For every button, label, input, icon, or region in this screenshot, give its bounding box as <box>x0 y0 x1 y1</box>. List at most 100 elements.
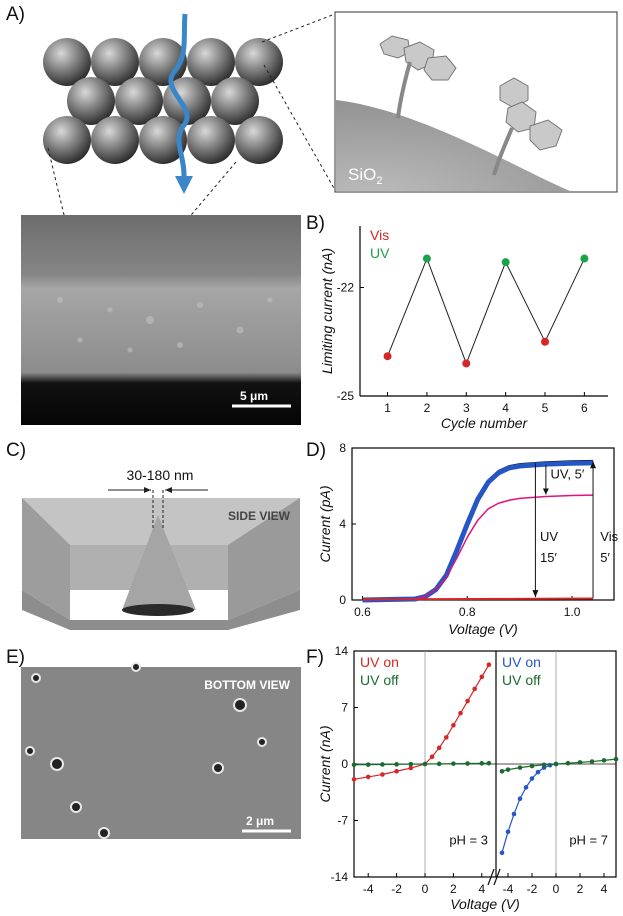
b-x-tick-label: 4 <box>502 401 509 415</box>
f-data-point <box>351 777 357 782</box>
b-series-line <box>387 257 585 365</box>
b-x-tick-label: 2 <box>424 401 431 415</box>
d-series-magenta <box>362 494 594 601</box>
f-ph-label: pH = 7 <box>569 833 608 848</box>
f-x-tick-label: 2 <box>577 882 584 896</box>
silica-label: SiO2 <box>348 165 382 187</box>
panel-b-chart: 1 2 3 4 5 6 -22 -25 Vis UV Cycle number Limiting cu… <box>319 226 608 431</box>
f-x-tick-label: -2 <box>391 882 402 896</box>
f-data-point <box>472 686 477 692</box>
f-data-point <box>499 850 505 856</box>
pore-openings <box>25 662 267 839</box>
d-arrowhead-vis5 <box>590 461 597 469</box>
d-y-tick-label: 8 <box>339 441 346 455</box>
d-y-tick-label: 4 <box>339 517 346 531</box>
b-data-point <box>541 337 550 346</box>
f-y-tick-label: 7 <box>341 701 348 715</box>
f-data-point <box>394 762 399 767</box>
b-data-point <box>383 352 392 361</box>
f-x-tick-label: -2 <box>527 882 538 896</box>
b-x-tick-label: 3 <box>463 401 470 415</box>
f-data-point <box>465 698 470 704</box>
sphere-array <box>43 38 283 164</box>
f-data-point <box>577 760 583 765</box>
side-view-label: SIDE VIEW <box>228 509 291 523</box>
pore-dimension-label: 30-180 nm <box>127 467 194 483</box>
panel-f-chart: -14 -7 0 7 14 -4 -2 0 2 4 UV on UV off pH = 3 -4 -2 0 2 4… <box>317 644 619 912</box>
d-annotation: UV <box>540 529 558 544</box>
sem-scalebar-label: 5 μm <box>240 389 268 403</box>
panel-letter-a: A) <box>6 4 25 25</box>
f-data-point <box>499 768 505 774</box>
b-legend-vis: Vis <box>370 227 389 243</box>
panel-c-side-view: 30-180 nm SIDE VIEW <box>22 467 300 630</box>
f-data-point <box>486 760 492 766</box>
photochrome-molecules <box>379 35 563 176</box>
f-data-point <box>422 761 428 767</box>
f-data-point <box>479 761 485 766</box>
f-data-point <box>365 774 371 780</box>
f-data-point <box>465 761 470 766</box>
f-data-point <box>365 762 371 767</box>
f-x-tick-label: -4 <box>503 882 514 896</box>
f-x-tick-label: 4 <box>478 882 485 896</box>
f-ph-label: pH = 3 <box>449 833 488 848</box>
f-x-tick-label: 0 <box>422 882 429 896</box>
f-x-tick-label: 4 <box>601 882 608 896</box>
f-data-point <box>547 762 553 768</box>
f-legend-uv-off: UV off <box>360 672 399 688</box>
d-x-axis-label: Voltage (V) <box>448 621 518 637</box>
f-data-point <box>523 785 529 790</box>
f-x-tick-label: -4 <box>363 882 374 896</box>
f-y-tick-label: 0 <box>341 757 348 771</box>
panel-letter-e: E) <box>6 647 25 668</box>
f-y-tick-label: -7 <box>337 814 348 828</box>
f-data-point <box>601 758 607 763</box>
d-series-red <box>362 597 594 601</box>
panel-a-illustration: SiO2 5 μm <box>21 11 618 425</box>
b-y-axis-label: Limiting current (nA) <box>319 248 335 374</box>
f-y-tick-label: -14 <box>331 870 349 884</box>
d-annotation: UV, 5′ <box>551 466 585 481</box>
f-data-point <box>541 762 547 768</box>
f-data-point <box>505 829 511 835</box>
b-y-tick-label: -25 <box>337 389 355 403</box>
f-y-tick-label: 14 <box>335 644 349 658</box>
panel-letter-d: D) <box>306 440 327 461</box>
f-x-tick-label: 2 <box>450 882 457 896</box>
f-data-point <box>589 759 595 764</box>
f-data-point <box>429 754 435 760</box>
d-annotation: 15′ <box>540 550 557 565</box>
f-x-axis-label: Voltage (V) <box>450 896 520 912</box>
f-legend-uv-on: UV on <box>502 654 541 670</box>
f-legend-uv-off: UV off <box>502 672 541 688</box>
panel-letter-b: B) <box>306 213 325 234</box>
panel-letter-f: F) <box>306 647 324 668</box>
d-annotation: Vis <box>600 529 618 544</box>
sem-cross-section <box>21 215 301 425</box>
f-data-point <box>529 776 535 781</box>
flow-arrow <box>168 13 190 179</box>
f-data-point <box>565 760 571 766</box>
f-data-point <box>408 765 414 771</box>
b-data-point <box>501 258 510 267</box>
bottom-scalebar-label: 2 μm <box>246 814 274 828</box>
f-data-point <box>380 772 385 777</box>
f-data-point <box>517 796 523 802</box>
f-data-point <box>458 710 463 716</box>
f-series-line <box>501 763 557 853</box>
d-arrowhead-uv15 <box>532 590 539 598</box>
b-data-point <box>580 254 589 263</box>
f-data-point <box>553 761 559 767</box>
f-data-point <box>511 811 517 817</box>
f-data-point <box>380 762 385 767</box>
d-arrowhead-uv5 <box>542 488 549 495</box>
d-x-tick-label: 0.6 <box>354 605 371 619</box>
d-series-black <box>362 459 594 601</box>
d-y-axis-label: Current (pA) <box>317 485 333 562</box>
d-series-blue <box>362 460 594 603</box>
f-data-point <box>517 765 523 770</box>
panel-d-chart: 0.6 0.8 1.0 0 4 8 UV, 5′ UV 15′ Vis 5′ Voltage (V) C… <box>317 441 619 637</box>
d-x-tick-label: 0.8 <box>459 605 476 619</box>
f-y-axis-label: Current (nA) <box>317 725 333 802</box>
